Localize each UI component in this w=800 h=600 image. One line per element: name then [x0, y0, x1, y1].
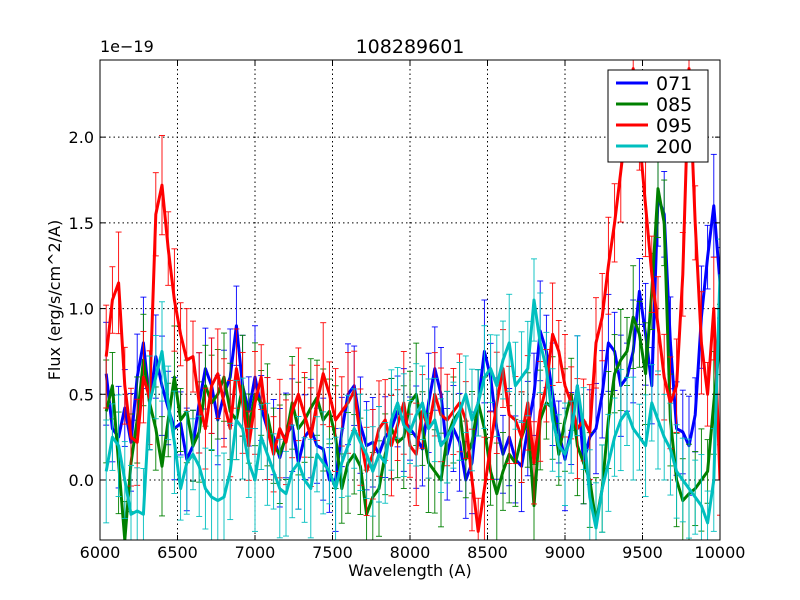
- x-tick-label: 9500: [622, 543, 663, 562]
- x-axis-label: Wavelength (A): [348, 561, 471, 580]
- y-tick-label: 0.5: [69, 385, 94, 404]
- x-tick-label: 6000: [80, 543, 121, 562]
- legend-label-200: 200: [656, 136, 692, 158]
- series-line-085: [104, 187, 720, 540]
- ticks: 6000 6500 7000 7500 8000 8500 9000 9500 10000 0.0…: [69, 60, 746, 562]
- x-tick-label: 7000: [235, 543, 276, 562]
- x-tick-label: 9000: [545, 543, 586, 562]
- y-tick-label: 1.0: [69, 300, 94, 319]
- series-layer: [103, 60, 720, 540]
- x-tick-label: 8500: [467, 543, 508, 562]
- legend-label-095: 095: [656, 115, 692, 137]
- y-tick-label: 0.0: [69, 471, 94, 490]
- x-tick-label: 10000: [695, 543, 746, 562]
- legend-label-085: 085: [656, 94, 692, 116]
- x-tick-label: 6500: [157, 543, 198, 562]
- x-tick-label: 8000: [390, 543, 431, 562]
- series-200: [103, 238, 720, 540]
- series-line-200: [104, 274, 720, 530]
- y-tick-label: 2.0: [69, 128, 94, 147]
- x-tick-label: 7500: [312, 543, 353, 562]
- y-axis-label: Flux (erg/s/cm^2/A): [45, 220, 64, 381]
- series-line-095: [104, 67, 720, 533]
- y-tick-label: 1.5: [69, 214, 94, 233]
- chart-title: 108289601: [356, 36, 465, 58]
- y-offset-label: 1e−19: [100, 37, 154, 56]
- legend-label-071: 071: [656, 73, 692, 95]
